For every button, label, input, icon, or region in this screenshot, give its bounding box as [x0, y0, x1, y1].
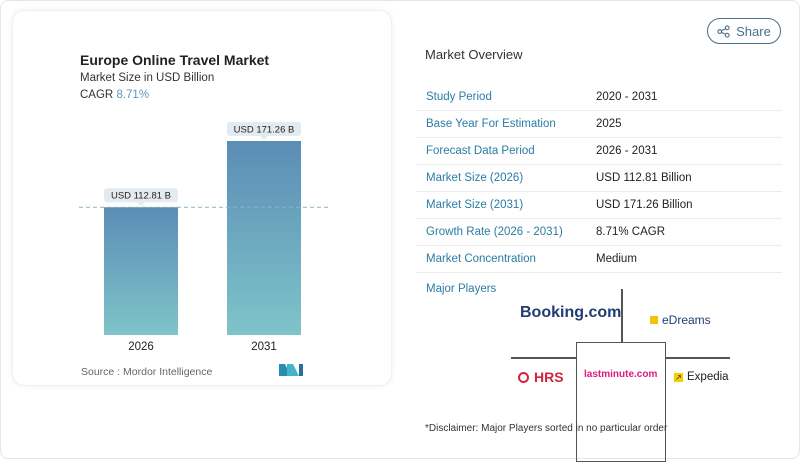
booking-text: Booking.com: [520, 304, 622, 321]
divider: [511, 357, 577, 359]
table-row: Base Year For Estimation 2025: [416, 111, 782, 138]
row-label: Market Size (2031): [426, 199, 524, 211]
mordor-logo-icon: [279, 364, 303, 376]
divider: [666, 357, 730, 359]
major-players-title: Major Players: [426, 283, 497, 295]
bar-2026: [104, 207, 178, 335]
lastminute-text: lastminute.com: [584, 369, 658, 380]
row-value: USD 171.26 Billion: [596, 199, 693, 211]
data-label-bg: [227, 122, 301, 136]
center-box: [576, 342, 666, 462]
share-label: Share: [736, 23, 771, 39]
row-value: 8.71% CAGR: [596, 226, 666, 238]
table-row: Growth Rate (2026 - 2031) 8.71% CAGR: [416, 219, 782, 246]
table-row: Market Size (2026) USD 112.81 Billion: [416, 165, 782, 192]
row-value: 2025: [596, 118, 622, 130]
logo-booking: Booking.com: [520, 304, 621, 322]
hrs-icon: [518, 371, 529, 383]
cagr-value: 8.71%: [116, 89, 150, 101]
row-value: USD 112.81 Billion: [596, 172, 692, 184]
disclaimer: *Disclaimer: Major Players sorted in no …: [425, 423, 668, 434]
chart-title: Europe Online Travel Market: [80, 52, 270, 68]
overview-table: Study Period 2020 - 2031 Base Year For Es…: [416, 84, 782, 273]
x-tick-label: 2031: [251, 341, 277, 353]
bar-chart: USD 112.81 B 2026 USD 171.26 B 2031: [79, 122, 328, 353]
logo-edreams: eDreams: [650, 313, 711, 327]
expedia-text: Expedia: [687, 371, 729, 383]
logo-hrs: HRS: [518, 369, 564, 385]
chart-cagr: CAGR 8.71%: [80, 89, 149, 101]
table-row: Forecast Data Period 2026 - 2031: [416, 138, 782, 165]
logo-lastminute: lastminute.com: [584, 369, 657, 380]
row-value: 2026 - 2031: [596, 145, 658, 157]
source-text: Source : Mordor Intelligence: [81, 366, 213, 378]
row-label: Market Size (2026): [426, 172, 524, 184]
data-label-pointer: [260, 136, 268, 140]
table-row: Market Size (2031) USD 171.26 Billion: [416, 192, 782, 219]
table-row: Market Concentration Medium: [416, 246, 782, 273]
row-label: Growth Rate (2026 - 2031): [426, 226, 563, 238]
row-value: Medium: [596, 253, 637, 265]
share-button[interactable]: Share: [707, 18, 781, 44]
data-label: USD 112.81 B: [111, 191, 171, 202]
chart-subtitle: Market Size in USD Billion: [80, 72, 215, 84]
edreams-icon: [650, 316, 658, 324]
table-row: Study Period 2020 - 2031: [416, 84, 782, 111]
bar-2031: [227, 141, 301, 335]
row-label: Market Concentration: [426, 253, 536, 265]
divider: [621, 289, 623, 343]
expedia-icon: ↗: [674, 372, 683, 382]
data-label-bg: [104, 188, 178, 203]
overview-title: Market Overview: [425, 47, 523, 62]
row-label: Study Period: [426, 91, 492, 103]
row-label: Forecast Data Period: [426, 145, 535, 157]
edreams-text: eDreams: [662, 313, 711, 327]
row-value: 2020 - 2031: [596, 91, 658, 103]
x-tick-label: 2026: [128, 341, 154, 353]
hrs-text: HRS: [534, 369, 564, 385]
share-icon: [717, 24, 730, 38]
row-label: Base Year For Estimation: [426, 118, 556, 130]
data-label: USD 171.26 B: [234, 125, 295, 136]
data-label-pointer: [137, 202, 145, 207]
logo-expedia: ↗ Expedia: [674, 371, 729, 383]
cagr-label: CAGR: [80, 89, 114, 101]
chart-card: [12, 10, 392, 386]
